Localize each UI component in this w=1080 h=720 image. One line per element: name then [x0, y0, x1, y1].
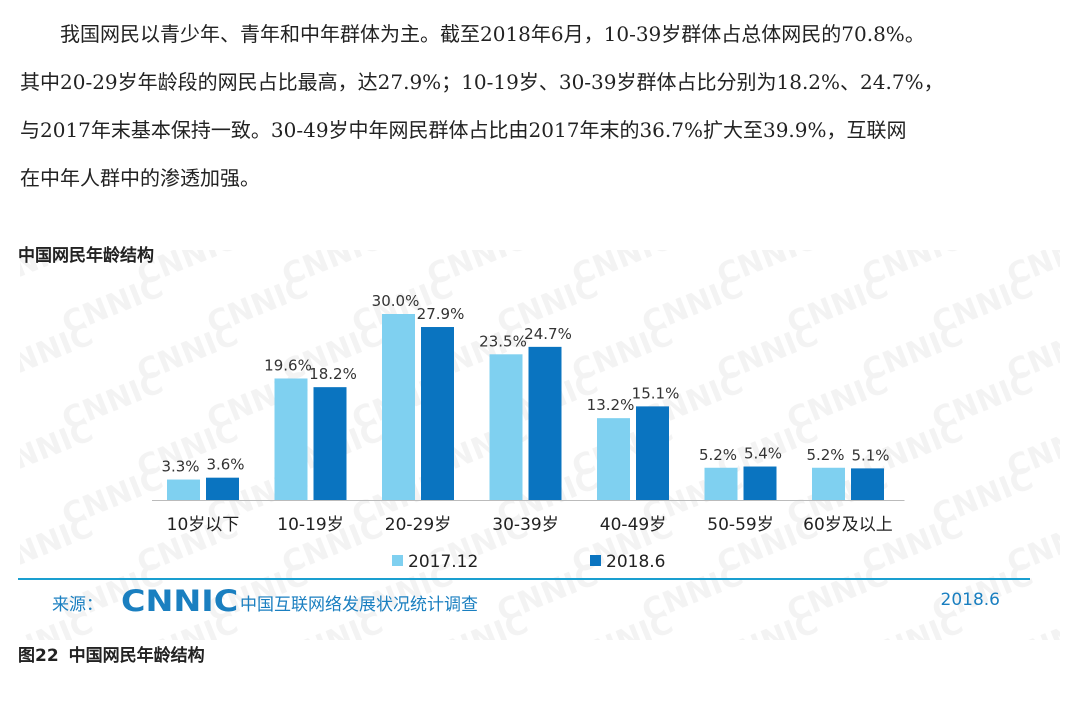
cnnic-logo: CNNIC: [121, 584, 239, 618]
age-structure-bar-chart: 3.3% 3.6% 10岁以下 19.6%18.2% 10-19岁 30.0%27.9% 2…: [152, 292, 905, 572]
data-label: 5.1%: [851, 446, 889, 464]
category-tick-label: 30-39岁: [492, 515, 558, 535]
bar-2018: [206, 477, 239, 500]
source-org: 中国互联网络发展状况统计调查: [240, 595, 478, 615]
bar-2017: [274, 378, 308, 500]
data-label: 3.3%: [161, 458, 199, 476]
paragraph-line-4: 在中年人群中的渗透加强。: [20, 166, 260, 190]
bar-2017: [382, 314, 415, 500]
data-label: 30.0%: [372, 292, 420, 310]
category-tick-label: 10岁以下: [167, 515, 240, 535]
data-label: 19.6%: [264, 356, 312, 374]
bar-2018: [421, 327, 454, 500]
category-tick-label: 10-19岁: [277, 515, 343, 535]
data-label: 13.2%: [587, 396, 635, 414]
category-tick-label: 60岁及以上: [803, 515, 893, 535]
figure-number: 图22: [18, 646, 59, 666]
data-label: 5.2%: [806, 446, 844, 464]
paragraph-line-3: 与2017年末基本保持一致。30-49岁中年网民群体占比由2017年末的36.7…: [20, 118, 907, 142]
figure-caption: 图22 中国网民年龄结构: [18, 641, 205, 666]
chart-heading: 中国网民年龄结构: [18, 246, 154, 266]
data-label: 23.5%: [479, 332, 527, 350]
intro-paragraph: 我国网民以青少年、青年和中年群体为主。截至2018年6月，10-39岁群体占总体…: [20, 10, 1065, 202]
bar-2018: [528, 346, 562, 500]
data-label: 5.4%: [744, 445, 782, 463]
data-label: 27.9%: [417, 305, 465, 323]
figure-title: 中国网民年龄结构: [68, 646, 205, 666]
legend-swatch-2017: [392, 555, 403, 566]
bar-2017: [704, 467, 738, 500]
bar-2017: [812, 467, 845, 500]
category-tick-label: 50-59岁: [707, 515, 773, 535]
paragraph-line-2: 其中20-29岁年龄段的网民占比最高，达27.9%；10-19岁、30-39岁群…: [20, 70, 944, 94]
category-tick-label: 20-29岁: [385, 515, 451, 535]
source-footer: 来源： CNNIC 中国互联网络发展状况统计调查 2018.6: [18, 578, 1030, 624]
bar-2018: [851, 468, 884, 500]
category-tick-label: 40-49岁: [600, 515, 666, 535]
paragraph-line-1: 我国网民以青少年、青年和中年群体为主。截至2018年6月，10-39岁群体占总体…: [60, 22, 925, 46]
data-label: 3.6%: [206, 456, 244, 474]
bar-2017: [597, 418, 630, 500]
bar-2017: [489, 354, 523, 500]
data-label: 18.2%: [309, 365, 357, 383]
legend-label-2017: 2017.12: [408, 552, 478, 572]
source-date: 2018.6: [940, 590, 1000, 610]
data-label: 5.2%: [699, 446, 737, 464]
bar-2018: [313, 387, 347, 500]
data-label: 24.7%: [524, 325, 572, 343]
legend-swatch-2018: [590, 555, 601, 566]
bar-2018: [743, 466, 777, 500]
source-label: 来源：: [52, 595, 103, 615]
data-label: 15.1%: [632, 384, 680, 402]
legend-label-2018: 2018.6: [606, 552, 665, 572]
bar-2017: [167, 479, 200, 500]
bar-2018: [636, 406, 669, 500]
